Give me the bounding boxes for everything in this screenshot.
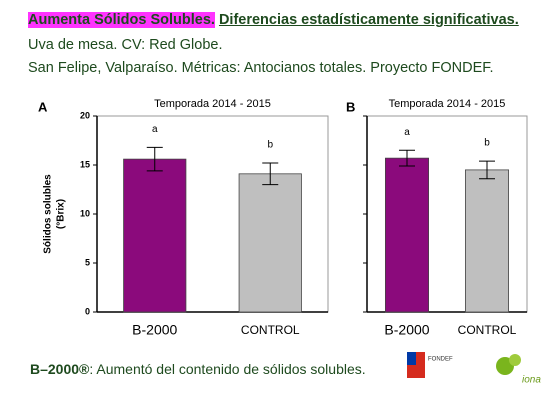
- footer-text: : Aumentó del contenido de sólidos solub…: [89, 361, 366, 377]
- bar: [123, 158, 187, 313]
- y-tick-label: 5: [85, 257, 90, 267]
- y-axis-label: (°Brix): [56, 199, 67, 229]
- error-bar: [479, 160, 495, 180]
- significance-letter: b: [267, 140, 273, 151]
- y-axis-label: Sólidos solubles: [43, 174, 54, 254]
- chart-title: Temporada 2014 - 2015: [154, 98, 271, 110]
- x-tick-label: CONTROL: [458, 323, 517, 337]
- bar: [464, 169, 509, 313]
- significance-letter: a: [404, 127, 410, 138]
- significance-letter: a: [152, 124, 158, 135]
- y-tick-label: 0: [85, 306, 90, 316]
- y-tick-label: 20: [80, 110, 90, 120]
- header-line: Aumenta Sólidos Solubles. Diferencias es…: [28, 12, 519, 28]
- error-bar: [399, 149, 415, 167]
- x-tick-label: B-2000: [132, 322, 177, 338]
- panel-label: A: [38, 99, 48, 114]
- x-tick-label: CONTROL: [241, 323, 300, 337]
- subtitle: Uva de mesa. CV: Red Globe.: [28, 37, 223, 53]
- significance-letter: b: [484, 138, 490, 149]
- bar: [238, 173, 302, 313]
- bar: [384, 157, 429, 313]
- error-bar: [146, 146, 163, 172]
- footer: B–2000®: Aumentó del contenido de sólido…: [30, 361, 366, 377]
- iona-logo: iona: [496, 354, 541, 386]
- highlight: Aumenta Sólidos Solubles.: [28, 12, 215, 28]
- x-tick-label: B-2000: [384, 322, 429, 338]
- subtitle: San Felipe, Valparaíso. Métricas: Antoci…: [28, 60, 494, 76]
- chart-title: Temporada 2014 - 2015: [389, 98, 506, 110]
- logo-text: iona: [522, 375, 541, 386]
- y-tick-label: 10: [80, 208, 90, 218]
- y-tick-label: 15: [80, 159, 90, 169]
- logo-text: FONDEF: [428, 357, 453, 363]
- panel-label: B: [346, 99, 355, 114]
- fondef-logo: FONDEF: [407, 352, 453, 378]
- brand: B–2000®: [30, 361, 90, 377]
- emphasis: Diferencias estadísticamente significati…: [218, 12, 519, 28]
- error-bar: [262, 162, 279, 186]
